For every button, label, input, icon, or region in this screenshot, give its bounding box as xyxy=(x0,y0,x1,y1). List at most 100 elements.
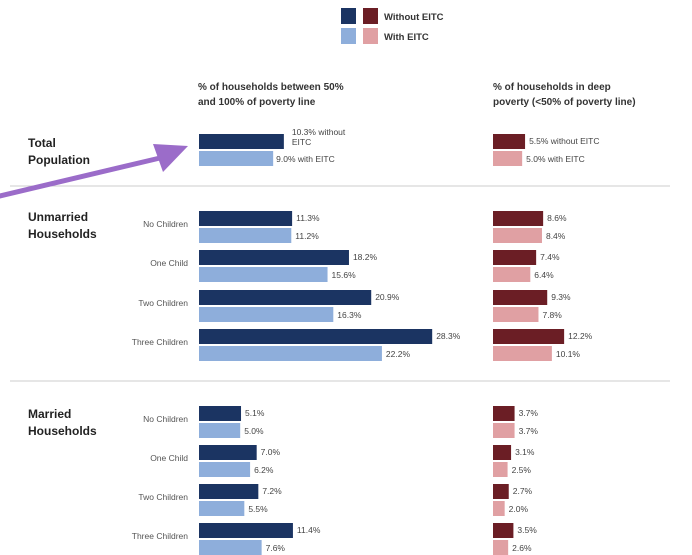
group-label: Households xyxy=(28,424,97,438)
value-label-between-without: EITC xyxy=(292,137,311,147)
value-label-between-with: 5.0% xyxy=(244,426,264,436)
bar-between-with xyxy=(199,228,292,243)
group-label: Population xyxy=(28,153,90,167)
bar-between-with xyxy=(199,462,251,477)
category-label: No Children xyxy=(143,219,188,229)
value-label-between-with: 22.2% xyxy=(386,349,411,359)
bar-between-without xyxy=(199,250,349,265)
value-label-between-with: 11.2% xyxy=(295,231,319,241)
value-label-deep-without: 3.1% xyxy=(515,447,535,457)
bar-between-with xyxy=(199,267,328,282)
bar-between-without xyxy=(199,329,433,344)
legend-swatch-left-without xyxy=(341,8,356,24)
value-label-between-without: 10.3% without xyxy=(292,127,346,137)
bar-between-without xyxy=(199,484,259,499)
value-label-between-without: 11.4% xyxy=(297,525,321,535)
value-label-between-with: 15.6% xyxy=(332,270,357,280)
bar-deep-with xyxy=(493,540,509,555)
category-label: One Child xyxy=(150,453,188,463)
bar-deep-without xyxy=(493,445,512,460)
value-label-between-with: 5.5% xyxy=(248,504,268,514)
bar-deep-with xyxy=(493,346,552,361)
arrow-shaft xyxy=(0,155,163,199)
bar-between-with xyxy=(199,501,245,516)
value-label-deep-with: 10.1% xyxy=(556,349,581,359)
bar-between-without xyxy=(199,134,284,149)
bar-deep-without xyxy=(493,523,514,538)
bar-between-without xyxy=(199,445,257,460)
value-label-deep-without: 12.2% xyxy=(568,331,593,341)
bar-between-without xyxy=(199,523,293,538)
value-label-between-with: 6.2% xyxy=(254,465,274,475)
value-label-between-without: 7.2% xyxy=(262,486,282,496)
group-label: Households xyxy=(28,227,97,241)
value-label-between-without: 20.9% xyxy=(375,292,400,302)
value-label-deep-with: 6.4% xyxy=(534,270,554,280)
annotation-arrow xyxy=(0,144,188,199)
bar-deep-without xyxy=(493,329,565,344)
value-label-between-without: 28.3% xyxy=(436,331,461,341)
category-label: Two Children xyxy=(138,492,188,502)
value-label-between-without: 18.2% xyxy=(353,252,378,262)
right-panel-header-line1: % of households in deep xyxy=(493,82,611,93)
bar-between-with xyxy=(199,307,334,322)
legend-swatch-left-with xyxy=(341,28,356,44)
category-label: Three Children xyxy=(132,337,188,347)
bar-deep-with xyxy=(493,423,515,438)
legend: Without EITC With EITC xyxy=(341,8,444,44)
value-label-between-with: 7.6% xyxy=(266,543,286,553)
value-label-between-with: 9.0% with EITC xyxy=(276,154,335,164)
bar-between-with xyxy=(199,151,274,166)
bar-deep-without xyxy=(493,290,548,305)
group-label: Married xyxy=(28,407,71,421)
bar-between-with xyxy=(199,540,262,555)
bar-deep-without xyxy=(493,484,509,499)
legend-label-without: Without EITC xyxy=(384,12,444,23)
value-label-deep-with: 5.0% with EITC xyxy=(526,154,585,164)
legend-label-with: With EITC xyxy=(384,32,429,43)
value-label-deep-with: 2.0% xyxy=(509,504,529,514)
value-label-deep-with: 3.7% xyxy=(519,426,539,436)
value-label-deep-without: 8.6% xyxy=(547,213,567,223)
left-panel-header-line2: and 100% of poverty line xyxy=(198,97,316,108)
value-label-deep-with: 2.6% xyxy=(512,543,532,553)
bar-between-with xyxy=(199,346,382,361)
value-label-deep-without: 3.5% xyxy=(517,525,537,535)
category-label: One Child xyxy=(150,258,188,268)
bar-deep-without xyxy=(493,406,515,421)
value-label-deep-with: 7.8% xyxy=(542,310,562,320)
right-panel-header-line2: poverty (<50% of poverty line) xyxy=(493,97,636,108)
panel-headers: % of households between 50% and 100% of … xyxy=(198,82,636,108)
bar-deep-without xyxy=(493,250,537,265)
value-label-deep-without: 9.3% xyxy=(551,292,571,302)
value-label-between-without: 5.1% xyxy=(245,408,265,418)
bar-between-without xyxy=(199,211,293,226)
category-label: No Children xyxy=(143,414,188,424)
value-label-between-with: 16.3% xyxy=(337,310,362,320)
value-label-deep-with: 2.5% xyxy=(512,465,532,475)
value-label-deep-without: 5.5% without EITC xyxy=(529,136,599,146)
category-label: Two Children xyxy=(138,298,188,308)
bar-between-without xyxy=(199,290,372,305)
bar-deep-with xyxy=(493,462,508,477)
bar-deep-with xyxy=(493,151,523,166)
value-label-deep-without: 7.4% xyxy=(540,252,560,262)
legend-swatch-right-with xyxy=(363,28,378,44)
left-panel-header-line1: % of households between 50% xyxy=(198,82,344,93)
value-label-deep-with: 8.4% xyxy=(546,231,566,241)
bar-deep-without xyxy=(493,211,544,226)
bar-deep-without xyxy=(493,134,526,149)
value-label-deep-without: 2.7% xyxy=(513,486,533,496)
bar-deep-with xyxy=(493,307,539,322)
bar-between-without xyxy=(199,406,242,421)
group-label: Total xyxy=(28,136,56,150)
value-label-between-without: 11.3% xyxy=(296,213,320,223)
bar-deep-with xyxy=(493,501,505,516)
arrow-head xyxy=(153,144,188,172)
value-label-deep-without: 3.7% xyxy=(519,408,539,418)
value-label-between-without: 7.0% xyxy=(261,447,281,457)
category-label: Three Children xyxy=(132,531,188,541)
bar-between-with xyxy=(199,423,241,438)
